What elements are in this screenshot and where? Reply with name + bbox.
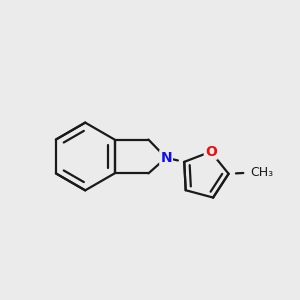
Text: O: O xyxy=(205,145,217,159)
Text: CH₃: CH₃ xyxy=(250,166,274,179)
Text: N: N xyxy=(160,151,172,165)
